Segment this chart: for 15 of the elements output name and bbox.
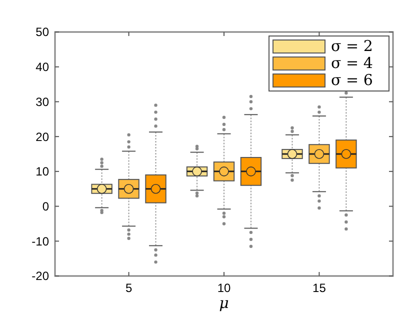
x-tick-label: 10	[217, 281, 231, 295]
legend-label: σ = 2	[331, 37, 373, 55]
y-tick-label: -20	[32, 269, 50, 284]
y-tick-label: 10	[36, 164, 50, 179]
x-tick-label: 5	[125, 281, 132, 295]
y-tick-label: 40	[36, 60, 50, 74]
x-tick-label: 15	[312, 281, 326, 295]
x-axis-title: μ	[219, 294, 229, 312]
y-tick-label: 50	[36, 25, 50, 40]
y-tick-label: 20	[36, 130, 50, 144]
y-tick-label: -10	[32, 234, 50, 248]
y-tick-label: 30	[36, 94, 50, 109]
legend-label: σ = 4	[331, 54, 373, 72]
y-tick-label: 0	[42, 199, 50, 214]
legend-label: σ = 6	[331, 71, 373, 89]
